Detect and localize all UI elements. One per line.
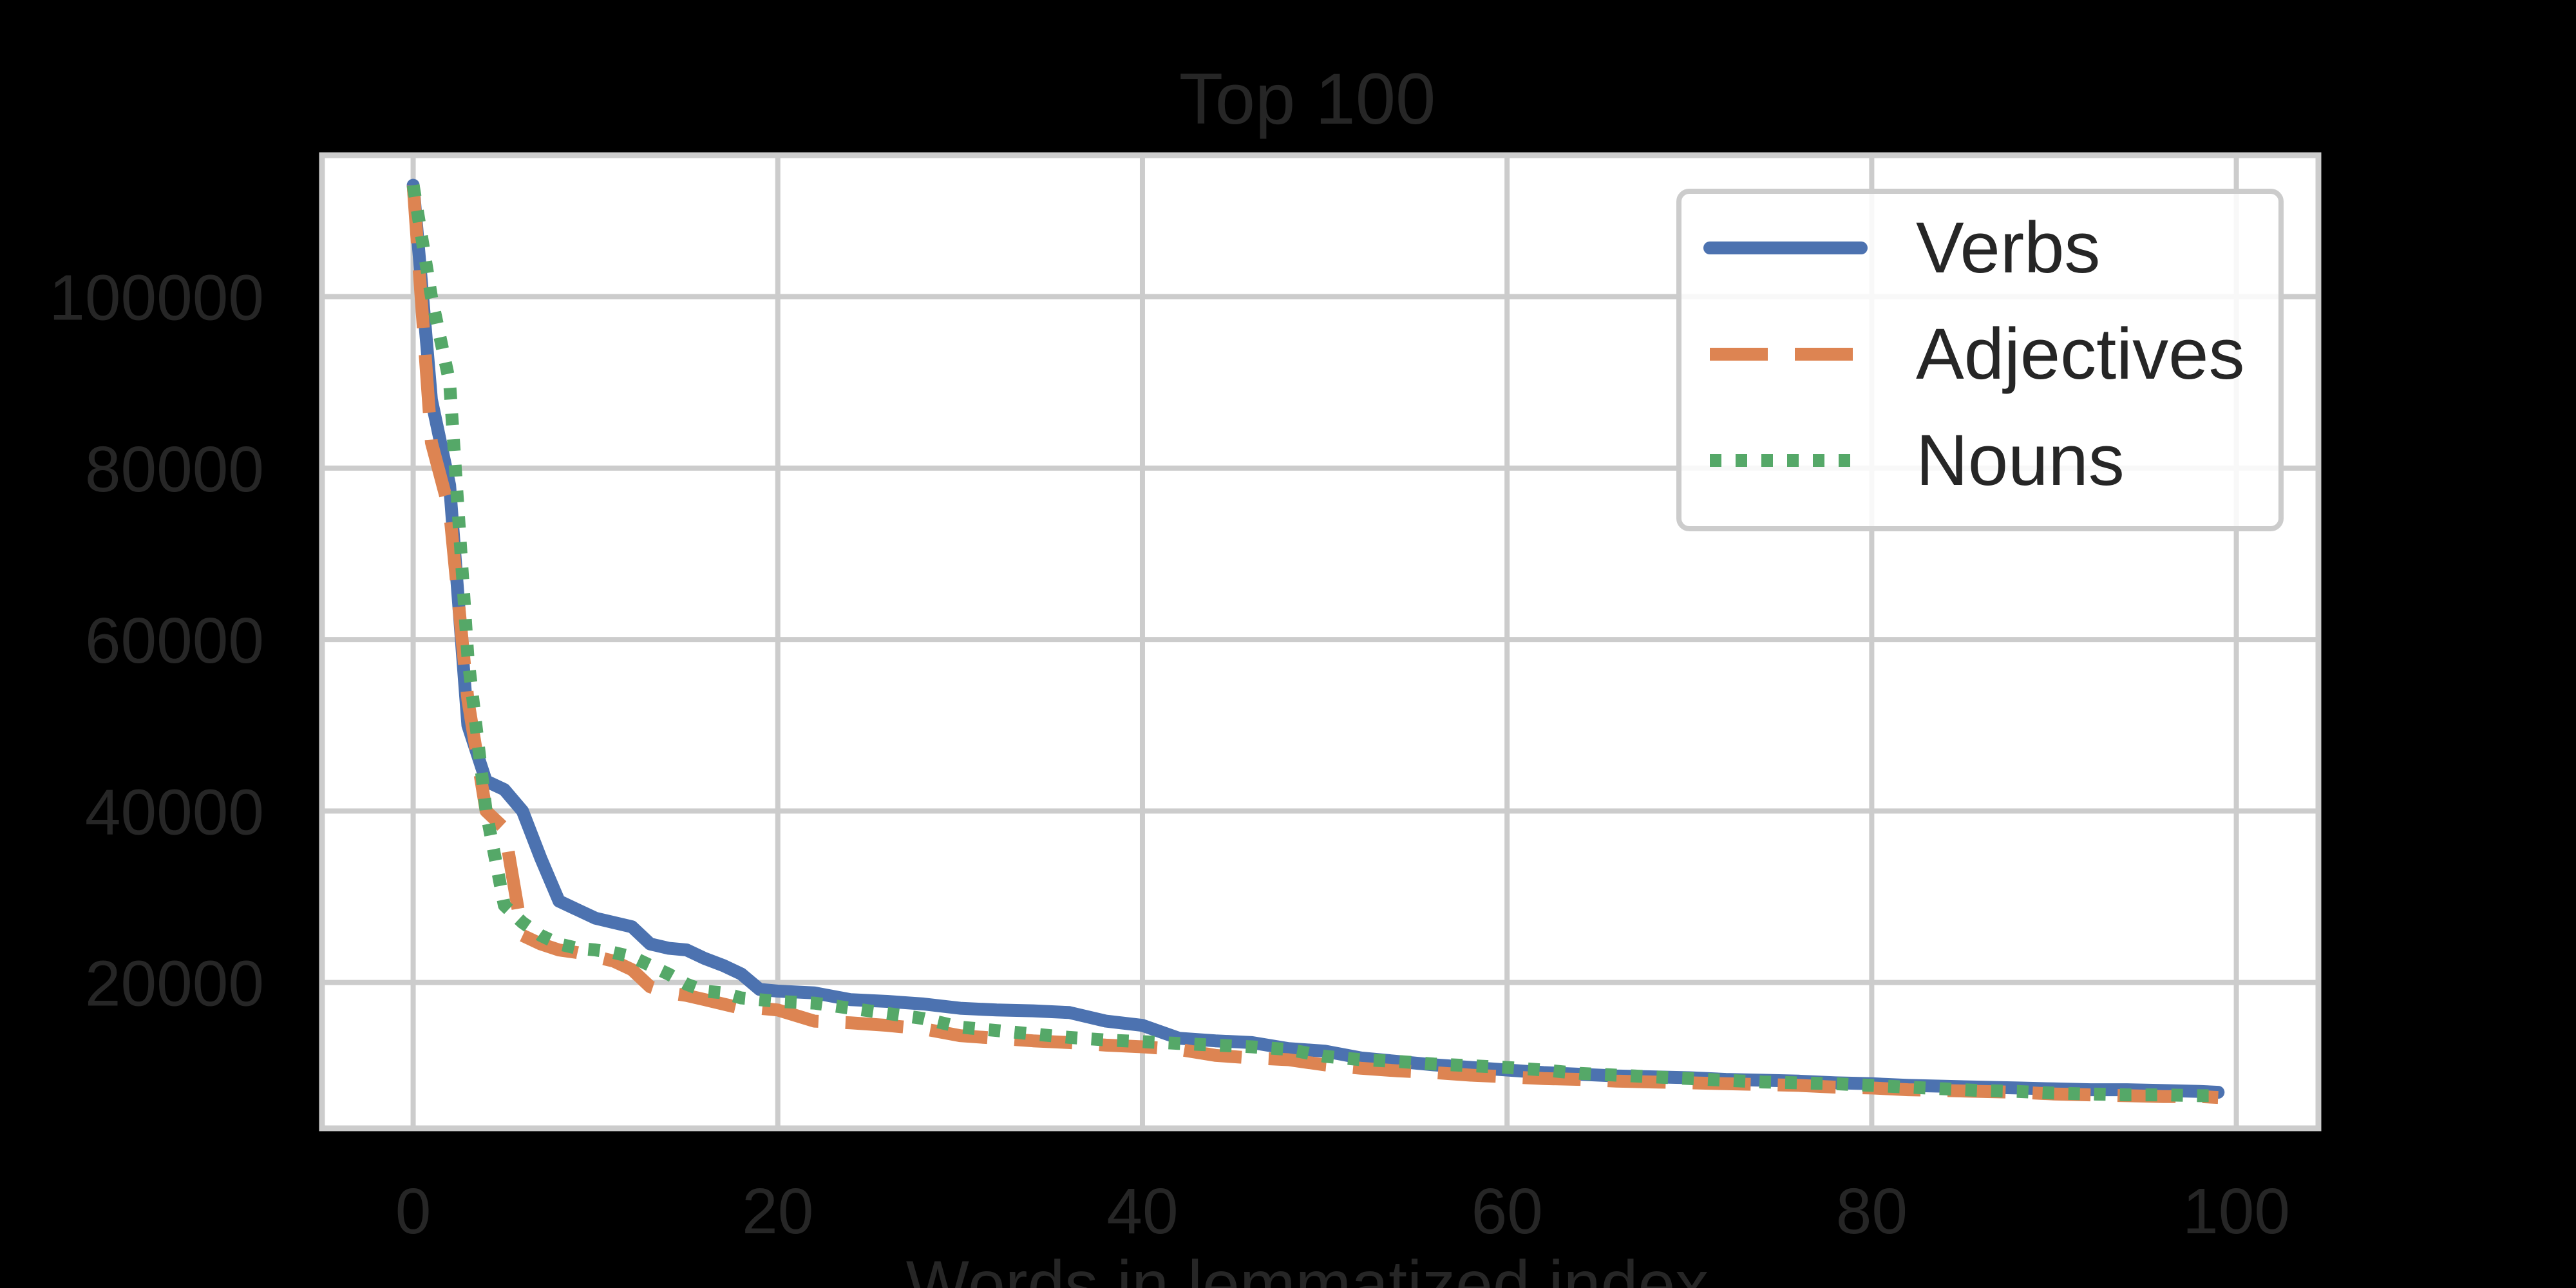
legend-box (1676, 189, 2284, 531)
chart-title: Top 100 (1179, 59, 1436, 139)
x-tick-label-3: 60 (1472, 1175, 1543, 1247)
x-axis-label: Words in lemmatized index (906, 1247, 1709, 1288)
y-tick-label-4: 100000 (49, 262, 264, 334)
x-tick-label-2: 40 (1106, 1175, 1178, 1247)
x-tick-label-4: 80 (1836, 1175, 1908, 1247)
legend-label-nouns: Nouns (1916, 420, 2125, 500)
y-tick-label-0: 20000 (85, 948, 264, 1020)
x-tick-label-5: 100 (2183, 1175, 2290, 1247)
x-tick-label-0: 0 (395, 1175, 431, 1247)
legend-label-adjectives: Adjectives (1916, 314, 2244, 394)
y-tick-label-2: 60000 (85, 605, 264, 677)
y-tick-label-1: 40000 (85, 776, 264, 848)
x-tick-label-1: 20 (742, 1175, 813, 1247)
tick-labels: 0 20 40 60 80 100 20000 40000 60000 80000 100000 (49, 262, 2290, 1247)
series-lines (406, 178, 2225, 1104)
series-nouns-line (406, 184, 2219, 1103)
y-tick-label-3: 80000 (85, 433, 264, 506)
legend: Verbs Adjectives Nouns (1676, 189, 2284, 531)
legend-label-verbs: Verbs (1916, 207, 2100, 288)
